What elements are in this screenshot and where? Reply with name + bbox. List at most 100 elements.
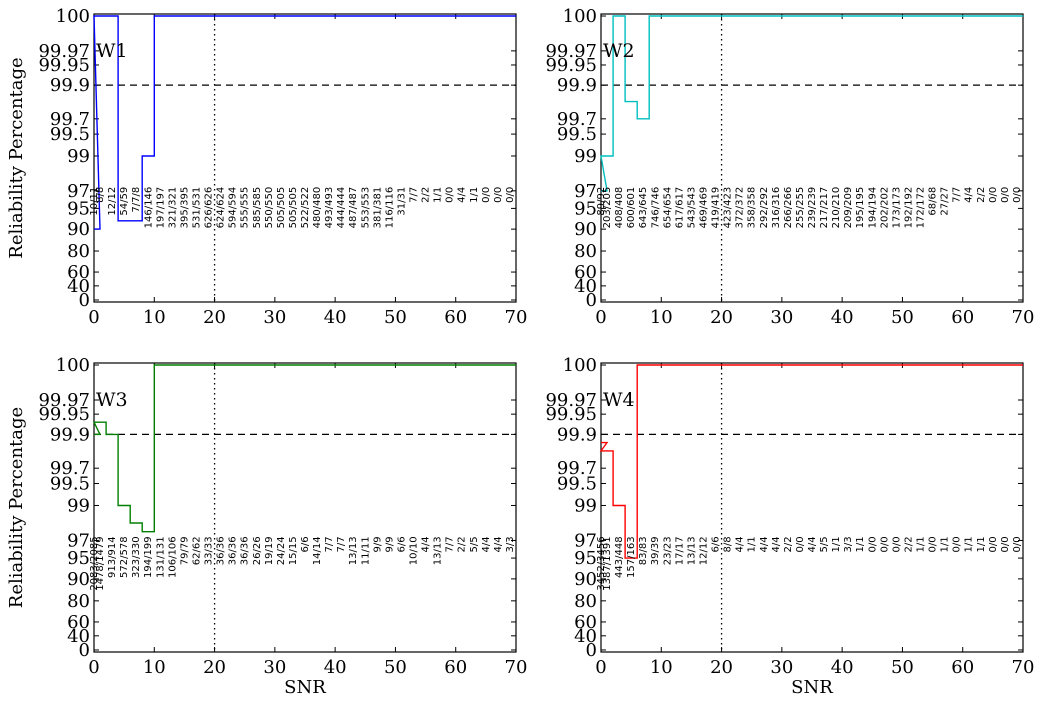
count-label: 1/1 bbox=[433, 187, 444, 203]
x-tick-label: 10 bbox=[143, 657, 166, 678]
count-label: 3452/3456 bbox=[596, 536, 607, 590]
x-tick-label: 70 bbox=[1012, 307, 1035, 328]
y-tick-label: 100 bbox=[56, 355, 90, 376]
count-label: 531/531 bbox=[191, 187, 202, 229]
y-tick-label: 95 bbox=[67, 548, 90, 569]
count-label: 1/1 bbox=[940, 536, 951, 552]
count-label: 395/395 bbox=[179, 187, 190, 229]
count-label: 543/543 bbox=[686, 187, 697, 229]
count-label: 7/7 bbox=[336, 536, 347, 552]
count-label: 13/13 bbox=[686, 536, 697, 565]
y-tick-label: 97 bbox=[67, 530, 90, 551]
count-label: 203/205 bbox=[602, 187, 613, 229]
plot-frame bbox=[93, 362, 517, 653]
count-label: 493/493 bbox=[324, 187, 335, 229]
count-label: 4/4 bbox=[421, 536, 432, 552]
count-label: 553/553 bbox=[360, 187, 371, 229]
count-label: 550/550 bbox=[264, 187, 275, 229]
x-tick-label: 30 bbox=[263, 657, 286, 678]
count-label: 24/24 bbox=[276, 536, 287, 565]
y-tick-label: 99.95 bbox=[38, 404, 90, 425]
count-label: 195/195 bbox=[855, 187, 866, 229]
count-label: 444/444 bbox=[336, 187, 347, 229]
count-label: 2083/2085 bbox=[89, 536, 100, 590]
count-label: 2/2 bbox=[783, 536, 794, 552]
count-label: 131/131 bbox=[155, 536, 166, 578]
y-tick-label: 99 bbox=[574, 495, 597, 516]
y-tick-label: 99.7 bbox=[50, 458, 90, 479]
count-label: 4/4 bbox=[759, 536, 770, 552]
x-tick-label: 70 bbox=[505, 657, 528, 678]
count-label: 12/12 bbox=[107, 187, 118, 216]
count-label: 54/59 bbox=[119, 187, 130, 216]
count-label: 1/1 bbox=[469, 187, 480, 203]
x-tick-label: 50 bbox=[384, 307, 407, 328]
x-tick-label: 0 bbox=[88, 657, 99, 678]
count-label: 6/6 bbox=[300, 536, 311, 552]
count-label: 83/83 bbox=[638, 536, 649, 565]
count-label: 0/0 bbox=[1000, 187, 1011, 203]
count-label: 372/372 bbox=[735, 187, 746, 229]
x-tick-label: 10 bbox=[650, 657, 673, 678]
count-label: 746/746 bbox=[650, 187, 661, 229]
count-label: 0/0 bbox=[952, 536, 963, 552]
plot-frame bbox=[600, 362, 1024, 653]
count-label: 522/522 bbox=[300, 187, 311, 229]
count-label: 7/7 bbox=[952, 187, 963, 203]
y-tick-label: 99.5 bbox=[557, 124, 597, 145]
x-tick-label: 20 bbox=[203, 657, 226, 678]
x-tick-label: 40 bbox=[324, 657, 347, 678]
y-tick-label: 60 bbox=[574, 262, 597, 283]
count-label: 1/1 bbox=[831, 536, 842, 552]
y-tick-label: 99.97 bbox=[545, 41, 597, 62]
count-label: 3/3 bbox=[843, 536, 854, 552]
count-label: 443/448 bbox=[614, 536, 625, 578]
y-tick-label: 0 bbox=[79, 290, 90, 311]
plot-frame bbox=[600, 13, 1024, 303]
count-label: 0/0 bbox=[795, 536, 806, 552]
panel-label: W1 bbox=[96, 40, 128, 62]
y-tick-label: 99.9 bbox=[50, 424, 90, 445]
y-tick-label: 90 bbox=[67, 569, 90, 590]
count-label: 0/0 bbox=[891, 536, 902, 552]
count-label: 2/2 bbox=[976, 187, 987, 203]
count-label: 10/10 bbox=[409, 536, 420, 565]
count-label: 480/480 bbox=[312, 187, 323, 229]
x-tick-label: 20 bbox=[203, 307, 226, 328]
x-tick-label: 20 bbox=[710, 307, 733, 328]
y-tick-label: 97 bbox=[574, 530, 597, 551]
count-label: 1/1 bbox=[855, 536, 866, 552]
panel-w2: 0 10 20 30 40 50 60 7004060809095979999.599.799… bbox=[545, 6, 1034, 328]
count-label: 146/146 bbox=[143, 187, 154, 229]
count-label: 173/173 bbox=[891, 187, 902, 229]
count-label: 0/0 bbox=[1012, 536, 1023, 552]
x-tick-label: 10 bbox=[143, 307, 166, 328]
y-tick-label: 99 bbox=[67, 495, 90, 516]
y-tick-label: 99.95 bbox=[38, 55, 90, 76]
y-tick-label: 40 bbox=[67, 626, 90, 647]
x-tick-label: 0 bbox=[595, 307, 606, 328]
count-label: 157/163 bbox=[626, 536, 637, 578]
count-label: 0/0 bbox=[505, 187, 516, 203]
y-tick-label: 40 bbox=[67, 276, 90, 297]
y-tick-label: 97 bbox=[67, 181, 90, 202]
panel-w4: 0 10 20 30 40 50 60 7004060809095979999.599.799… bbox=[545, 355, 1034, 698]
count-label: 555/555 bbox=[240, 187, 251, 229]
count-label: 209/209 bbox=[843, 187, 854, 229]
y-tick-label: 100 bbox=[56, 6, 90, 27]
count-label: 6/6 bbox=[711, 536, 722, 552]
y-tick-label: 99.9 bbox=[557, 424, 597, 445]
x-tick-label: 60 bbox=[951, 307, 974, 328]
count-label: 1/1 bbox=[916, 536, 927, 552]
panel-w1: 0 10 20 30 40 50 60 7004060809095979999.599.799… bbox=[6, 6, 527, 328]
count-label: 33/33 bbox=[204, 536, 215, 565]
count-label: 17/17 bbox=[674, 536, 685, 565]
count-label: 600/601 bbox=[626, 187, 637, 229]
y-tick-label: 90 bbox=[574, 219, 597, 240]
count-label: 4/4 bbox=[481, 536, 492, 552]
x-tick-label: 50 bbox=[384, 657, 407, 678]
series-line-w4 bbox=[599, 364, 1023, 559]
y-tick-label: 90 bbox=[574, 569, 597, 590]
y-tick-label: 80 bbox=[574, 591, 597, 612]
count-label: 26/26 bbox=[252, 536, 263, 565]
